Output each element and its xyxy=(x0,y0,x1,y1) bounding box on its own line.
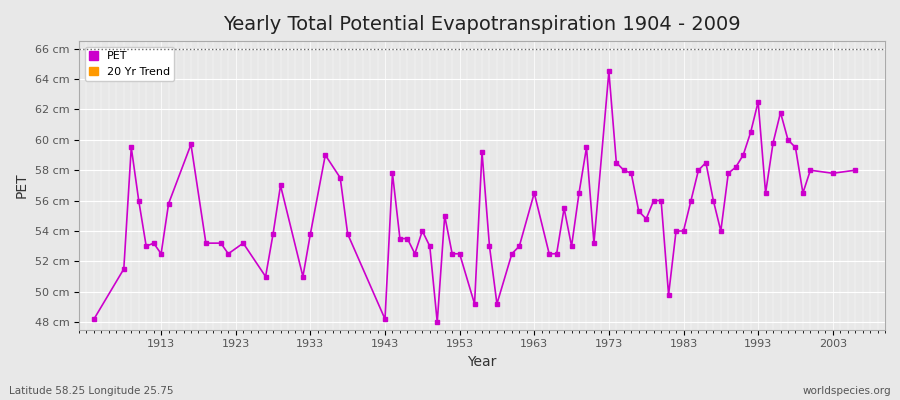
Y-axis label: PET: PET xyxy=(15,173,29,198)
Legend: PET, 20 Yr Trend: PET, 20 Yr Trend xyxy=(85,47,175,81)
X-axis label: Year: Year xyxy=(467,355,497,369)
Text: worldspecies.org: worldspecies.org xyxy=(803,386,891,396)
Title: Yearly Total Potential Evapotranspiration 1904 - 2009: Yearly Total Potential Evapotranspiratio… xyxy=(223,15,741,34)
Text: Latitude 58.25 Longitude 25.75: Latitude 58.25 Longitude 25.75 xyxy=(9,386,174,396)
